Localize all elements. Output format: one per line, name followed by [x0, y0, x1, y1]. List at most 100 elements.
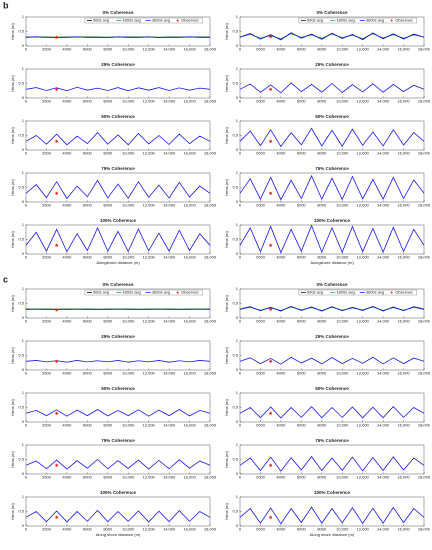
x-tick-label: 2000 — [42, 371, 52, 376]
legend-label: 1800s avg — [336, 18, 354, 23]
x-tick-label: 10,000 — [336, 319, 349, 324]
y-tick-label: 1 — [22, 494, 25, 499]
y-axis-label: Hrms (m) — [10, 75, 15, 92]
x-tick-label: 12,000 — [143, 319, 156, 324]
x-tick-label: 10,000 — [336, 151, 349, 156]
x-tick-label: 2000 — [256, 151, 266, 156]
series-line — [239, 32, 425, 41]
y-tick-label: 0.5 — [18, 185, 24, 190]
x-tick-label: 12,000 — [357, 203, 370, 208]
legend-swatch — [176, 291, 179, 294]
x-tick-label: 12,000 — [143, 255, 156, 260]
x-tick-label: 6000 — [297, 319, 307, 324]
x-tick-label: 14,000 — [163, 99, 176, 104]
x-tick-label: 6000 — [83, 527, 93, 532]
y-tick-label: 1 — [236, 286, 239, 291]
y-tick-label: 0 — [236, 419, 239, 424]
series-line — [239, 406, 425, 419]
legend-label: Observed — [181, 18, 198, 23]
panel-title: 0% Coherence — [316, 10, 348, 15]
x-tick-label: 18,000 — [204, 423, 217, 428]
y-axis-label: Hrms (m) — [10, 399, 15, 416]
legend-label: Observed — [181, 290, 198, 295]
x-tick-label: 18,000 — [204, 203, 217, 208]
y-tick-label: 1 — [22, 222, 25, 227]
x-tick-label: 0 — [239, 47, 242, 52]
x-tick-label: 18,000 — [418, 151, 431, 156]
x-tick-label: 8000 — [317, 371, 327, 376]
x-tick-label: 6000 — [297, 151, 307, 156]
y-tick-label: 0.5 — [232, 29, 238, 34]
y-tick-label: 1 — [236, 66, 239, 71]
x-tick-label: 6000 — [297, 423, 307, 428]
x-tick-label: 18,000 — [418, 319, 431, 324]
x-tick-label: 10,000 — [122, 527, 135, 532]
y-tick-label: 0.5 — [232, 237, 238, 242]
y-tick-label: 1 — [22, 118, 25, 123]
series-line — [239, 82, 425, 94]
x-tick-label: 4000 — [276, 47, 286, 52]
x-tick-label: 18,000 — [204, 255, 217, 260]
y-tick-label: 0.5 — [18, 237, 24, 242]
x-tick-label: 16,000 — [183, 423, 196, 428]
y-tick-label: 0.5 — [232, 509, 238, 514]
observed-marker — [55, 87, 59, 91]
observed-marker — [55, 139, 59, 143]
x-tick-label: 6000 — [83, 319, 93, 324]
x-tick-label: 0 — [25, 527, 28, 532]
y-axis-label: Hrms (m) — [224, 503, 229, 520]
x-axis-label: Along shore distance (m) — [310, 532, 355, 537]
x-tick-label: 16,000 — [183, 47, 196, 52]
y-axis-label: Hrms (m) — [10, 295, 15, 312]
observed-marker — [269, 35, 273, 39]
panel-label: b — [3, 0, 9, 10]
x-tick-label: 10,000 — [336, 475, 349, 480]
x-tick-label: 14,000 — [163, 255, 176, 260]
x-tick-label: 8000 — [103, 255, 113, 260]
y-tick-label: 1 — [22, 338, 25, 343]
series-line — [25, 226, 211, 253]
y-axis-label: Hrms (m) — [224, 179, 229, 196]
x-tick-label: 12,000 — [143, 527, 156, 532]
y-tick-label: 0 — [236, 147, 239, 152]
x-tick-label: 4000 — [62, 423, 72, 428]
x-tick-label: 6000 — [297, 371, 307, 376]
x-tick-label: 18,000 — [418, 371, 431, 376]
x-axis-label: Alongshore distance (m) — [310, 260, 354, 265]
x-tick-label: 8000 — [317, 319, 327, 324]
x-tick-label: 2000 — [256, 47, 266, 52]
x-tick-label: 10,000 — [336, 371, 349, 376]
x-tick-label: 2000 — [256, 99, 266, 104]
x-tick-label: 10,000 — [122, 371, 135, 376]
y-axis-label: Hrms (m) — [224, 451, 229, 468]
x-tick-label: 16,000 — [183, 203, 196, 208]
panel-title: 75% Coherence — [315, 438, 349, 443]
y-axis-label: Hrms (m) — [224, 399, 229, 416]
x-tick-label: 16,000 — [183, 151, 196, 156]
observed-marker — [269, 139, 273, 143]
observed-marker — [269, 243, 273, 247]
x-tick-label: 16,000 — [397, 99, 410, 104]
y-axis-label: Hrms (m) — [224, 127, 229, 144]
series-line — [239, 174, 425, 201]
x-tick-label: 16,000 — [397, 47, 410, 52]
observed-marker — [55, 243, 59, 247]
y-tick-label: 0.5 — [232, 301, 238, 306]
x-tick-label: 8000 — [103, 423, 113, 428]
panel-title: 25% Coherence — [101, 62, 135, 67]
y-tick-label: 0.5 — [18, 29, 24, 34]
x-tick-label: 4000 — [276, 371, 286, 376]
series-line — [239, 306, 425, 312]
y-tick-label: 0.5 — [18, 133, 24, 138]
x-tick-label: 18,000 — [204, 319, 217, 324]
x-tick-label: 0 — [25, 475, 28, 480]
x-tick-label: 2000 — [42, 47, 52, 52]
x-tick-label: 0 — [25, 47, 28, 52]
x-tick-label: 18,000 — [204, 47, 217, 52]
x-tick-label: 18,000 — [418, 475, 431, 480]
x-tick-label: 12,000 — [357, 527, 370, 532]
series-line — [25, 509, 211, 523]
y-tick-label: 0 — [22, 471, 25, 476]
x-tick-label: 8000 — [317, 475, 327, 480]
